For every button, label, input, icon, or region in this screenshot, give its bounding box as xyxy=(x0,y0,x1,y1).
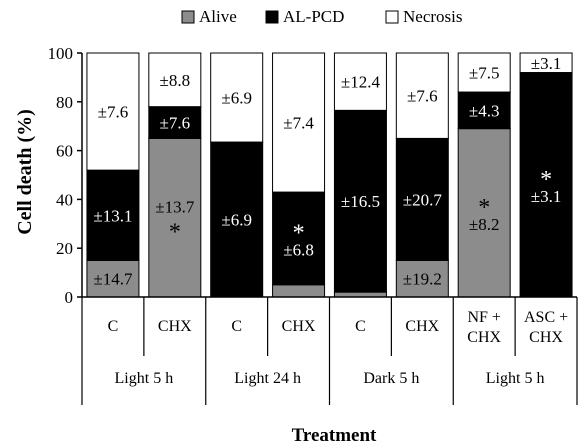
x-tick-label: CHX xyxy=(467,329,501,346)
bar-segment-al-pcd xyxy=(272,191,326,286)
bar-segment-alive xyxy=(86,259,140,298)
x-tick-label: CHX xyxy=(282,318,316,335)
x-tick-label: ASC + xyxy=(524,309,568,326)
group-label: Light 24 h xyxy=(234,370,301,387)
significance-star: * xyxy=(293,220,305,246)
error-label: ±12.4 xyxy=(341,73,381,92)
error-label: ±8.2 xyxy=(469,215,500,234)
group-label: Dark 5 h xyxy=(363,370,419,387)
error-label: ±16.5 xyxy=(341,192,380,211)
bar-segment-alive xyxy=(457,128,511,298)
significance-star: * xyxy=(478,195,490,221)
y-axis-label: Cell death (%) xyxy=(14,109,36,235)
significance-star: * xyxy=(540,167,552,193)
bar-segment-alive xyxy=(395,259,449,298)
bar-segment-necrosis xyxy=(272,52,326,193)
bar-annotations: ±7.6 ±13.1 ±14.7 ±8.8 ±7.6 ±13.7 * ±6.9 ±6.9 ±7.4… xyxy=(93,54,561,289)
group-label: Light 5 h xyxy=(486,370,545,387)
error-label: ±7.4 xyxy=(283,114,314,133)
error-label: ±7.6 xyxy=(407,87,438,106)
bar-segment-al-pcd xyxy=(86,169,140,261)
bar-segment-al-pcd xyxy=(148,106,202,139)
x-tick-label: C xyxy=(231,318,242,335)
error-label: ±13.7 xyxy=(155,198,195,217)
y-tick-label: 60 xyxy=(56,142,73,161)
bar-segment-al-pcd xyxy=(395,137,449,261)
x-tick-label: C xyxy=(108,318,119,335)
bar-segment-necrosis xyxy=(519,52,573,74)
error-label: ±3.1 xyxy=(531,54,562,73)
bar-segment-al-pcd xyxy=(519,72,573,298)
error-label: ±3.1 xyxy=(531,187,562,206)
bar-segment-necrosis xyxy=(457,52,511,93)
bar-segment-al-pcd xyxy=(333,109,387,293)
legend-label-necrosis: Necrosis xyxy=(403,7,462,26)
legend-label-alive: Alive xyxy=(199,7,237,26)
bar-segment-necrosis xyxy=(395,52,449,139)
bars xyxy=(86,52,573,298)
bar-segment-alive xyxy=(272,284,326,298)
bar-segment-necrosis xyxy=(86,52,140,171)
legend-swatch-alive xyxy=(181,10,195,24)
chart-legend: Alive AL-PCD Necrosis xyxy=(181,7,462,26)
x-axis-label: Treatment xyxy=(292,425,377,446)
x-tick-label: NF + xyxy=(467,309,500,326)
error-label: ±7.6 xyxy=(98,103,129,122)
legend-swatch-necrosis xyxy=(385,10,399,24)
group-label: Light 5 h xyxy=(115,370,174,387)
legend-label-al-pcd: AL-PCD xyxy=(283,7,344,26)
error-label: ±13.1 xyxy=(93,206,132,225)
bar-segment-alive xyxy=(148,137,202,298)
y-tick-label: 80 xyxy=(56,93,73,112)
error-label: ±6.9 xyxy=(221,211,252,230)
y-tick-label: 100 xyxy=(48,44,74,63)
x-tick-label: CHX xyxy=(158,318,192,335)
error-label: ±6.9 xyxy=(221,89,252,108)
bar-segment-necrosis xyxy=(148,52,202,108)
x-tick-label: C xyxy=(355,318,366,335)
error-label: ±7.5 xyxy=(469,64,500,83)
legend-swatch-al-pcd xyxy=(265,10,279,24)
x-tick-label: CHX xyxy=(529,329,563,346)
error-label: ±6.8 xyxy=(283,240,314,259)
error-label: ±14.7 xyxy=(93,270,133,289)
significance-star: * xyxy=(169,220,181,246)
bar-segment-necrosis xyxy=(333,52,387,111)
y-tick-label: 0 xyxy=(65,288,74,307)
y-tick-label: 40 xyxy=(56,190,73,209)
error-label: ±7.6 xyxy=(160,114,191,133)
bar-segment-necrosis xyxy=(210,52,264,143)
error-label: ±4.3 xyxy=(469,101,500,120)
x-tick-label: CHX xyxy=(405,318,439,335)
error-label: ±8.8 xyxy=(160,71,191,90)
bar-segment-al-pcd xyxy=(457,91,511,130)
category-table: C CHX C CHX C CHX NF + CHX ASC + CHX Light 5 h Ligh… xyxy=(81,297,578,405)
error-label: ±19.2 xyxy=(403,270,442,289)
error-label: ±20.7 xyxy=(403,190,443,209)
y-tick-label: 20 xyxy=(56,239,73,258)
